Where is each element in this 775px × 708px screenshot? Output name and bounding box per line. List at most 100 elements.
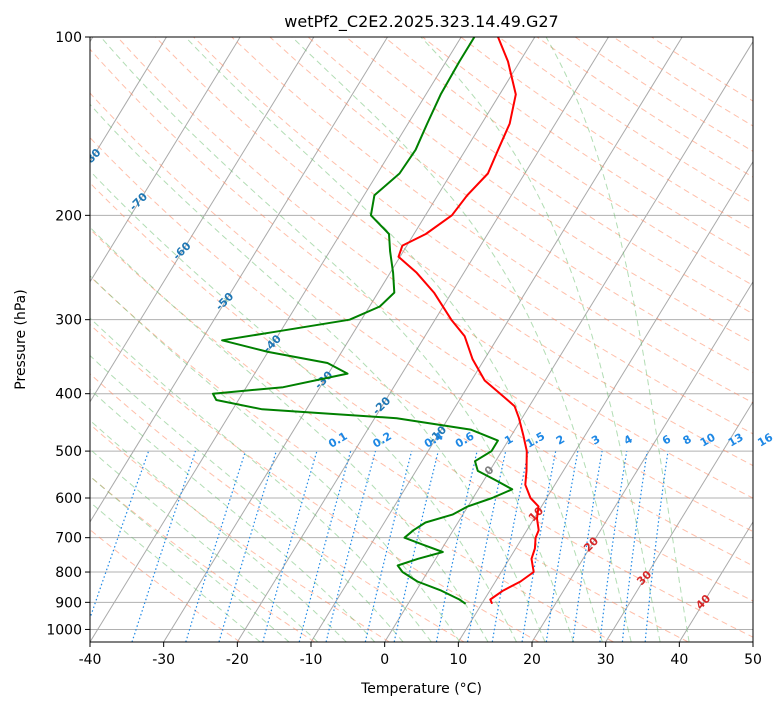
mixing-ratio-label: 13: [726, 431, 746, 450]
x-axis-ticks: -40 -30 -20 -10 0 10 20 30 40 50: [79, 642, 762, 668]
mixing-ratio-line: [393, 450, 439, 642]
moist-adiabat-line: [90, 170, 517, 642]
isotherm-line: [457, 160, 753, 642]
mixing-ratio-line: [644, 451, 669, 642]
dry-adiabat-line: [384, 37, 753, 286]
x-axis-title: Temperature (°C): [360, 681, 482, 697]
dry-adiabat-line: [231, 37, 753, 404]
isotherm-label: -80: [80, 146, 103, 169]
moist-adiabat-line: [90, 317, 432, 642]
moist-adiabat-line: [90, 419, 347, 642]
background-lines: [90, 37, 753, 642]
moist-adiabat-line: [100, 37, 575, 642]
x-tick-label: -20: [226, 652, 249, 668]
dry-adiabat-line: [422, 37, 753, 259]
isotherm-line: [90, 37, 388, 523]
dry-adiabat-line: [498, 37, 753, 204]
moist-adiabat-line: [90, 448, 319, 642]
mixing-ratio-label: 6: [660, 432, 673, 447]
mixing-ratio-line: [621, 451, 648, 642]
mixing-ratio-line: [262, 450, 318, 642]
y-tick-label: 100: [55, 30, 82, 46]
mixing-ratio-line: [325, 450, 377, 642]
dry-adiabat-line: [269, 37, 753, 374]
isotherm-label: -70: [127, 190, 150, 213]
moist-adiabat-line: [291, 37, 632, 642]
isotherm-line: [384, 40, 753, 642]
mixing-ratio-line: [364, 450, 413, 642]
mixing-ratio-line: [90, 450, 150, 620]
mixing-ratio-labels: 0.10.20.40.611.52346810131620253036: [326, 429, 775, 450]
moist-adiabat-line: [185, 37, 603, 642]
dewpoint-profile-line: [211, 37, 514, 605]
x-tick-label: 50: [744, 652, 762, 668]
y-tick-label: 1000: [46, 622, 82, 638]
isotherm-label: -50: [213, 290, 236, 313]
sounding-profiles: [211, 37, 540, 605]
isotherm-line: [605, 400, 753, 642]
mixing-ratio-line: [131, 450, 197, 642]
mixing-ratio-line: [435, 450, 478, 642]
moist-adiabat-line: [90, 354, 404, 642]
mixing-ratio-label: 10: [698, 430, 718, 449]
y-tick-label: 500: [55, 444, 82, 460]
mixing-ratio-line: [298, 450, 352, 642]
dry-adiabat-line: [90, 48, 753, 533]
x-tick-label: -40: [79, 652, 102, 668]
y-axis-title: Pressure (hPa): [13, 289, 29, 389]
isotherm-line: [236, 37, 609, 642]
dry-adiabat-line: [90, 423, 390, 642]
dry-adiabat-line: [90, 228, 689, 642]
isotherm-line: [752, 641, 753, 642]
y-tick-label: 600: [55, 491, 82, 507]
mixing-ratio-line: [572, 450, 603, 642]
mixing-ratio-label: 1.5: [524, 430, 547, 451]
mixing-ratio-line: [599, 450, 628, 642]
x-tick-label: 40: [670, 652, 688, 668]
y-tick-label: 400: [55, 387, 82, 403]
mixing-ratio-label: 16: [755, 430, 775, 449]
isotherm-line: [678, 520, 753, 642]
mixing-ratio-line: [545, 450, 579, 642]
dry-adiabat-line: [90, 136, 753, 602]
dry-adiabat-line: [116, 37, 753, 499]
isotherm-line: [310, 37, 683, 642]
x-tick-label: 20: [523, 652, 541, 668]
mixing-ratio-label: 0.6: [453, 429, 477, 450]
x-tick-label: -30: [152, 652, 175, 668]
moist-adiabat-line: [90, 275, 461, 642]
moist-adiabat-line: [90, 103, 546, 642]
x-tick-label: 10: [449, 652, 467, 668]
dry-adiabat-line: [90, 275, 614, 642]
x-tick-label: 30: [597, 652, 615, 668]
mixing-ratio-line: [218, 450, 277, 642]
mixing-ratio-label: 8: [681, 433, 694, 448]
isotherm-label: 0: [482, 463, 497, 478]
plot-frame: [89, 36, 754, 643]
dry-adiabat-line: [90, 529, 241, 642]
x-tick-label: -10: [300, 652, 323, 668]
dry-adiabat-line: [90, 323, 540, 642]
y-tick-label: 700: [55, 531, 82, 547]
mixing-ratio-line: [185, 450, 247, 642]
isotherm-line: [531, 280, 753, 642]
moist-adiabat-line: [420, 37, 661, 642]
dry-adiabat-line: [155, 37, 753, 467]
mixing-ratio-label: 0.2: [370, 430, 393, 451]
moist-adiabat-line: [90, 388, 376, 642]
moist-adiabat-line: [90, 475, 290, 642]
x-tick-label: 0: [380, 652, 389, 668]
y-tick-label: 800: [55, 565, 82, 581]
mixing-ratio-label: 2: [554, 433, 567, 448]
isotherm-line: [90, 37, 462, 642]
mixing-ratio-line: [491, 450, 529, 642]
isotherm-line: [90, 37, 315, 403]
dry-adiabat-line: [90, 182, 753, 638]
isotherm-label: 10: [526, 504, 546, 524]
isotherm-line: [163, 37, 536, 642]
chart-title: wetPf2_C2E2.2025.323.14.49.G27: [284, 12, 558, 32]
isotherm-label: -60: [170, 239, 193, 262]
